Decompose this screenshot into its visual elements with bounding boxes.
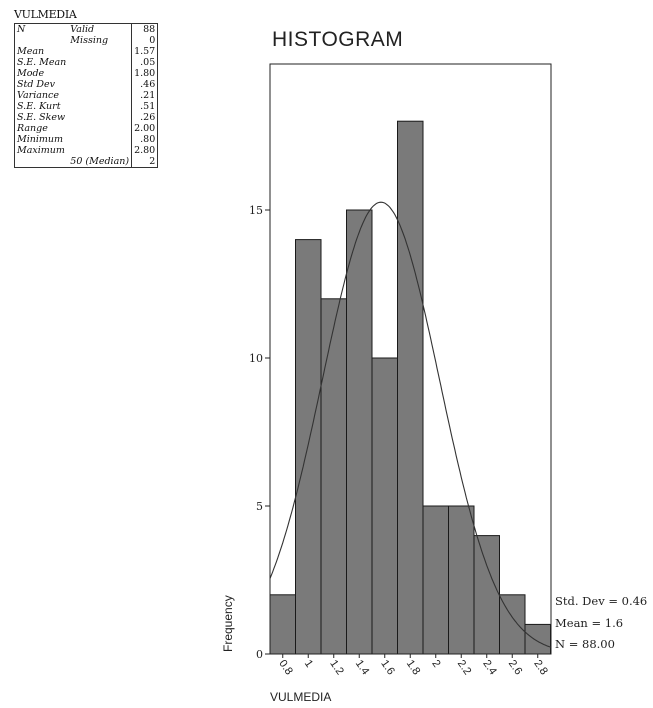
stats-row-label: Range (17, 123, 48, 134)
normal-curve (269, 201, 551, 648)
stats-row-label: Mean (17, 46, 45, 57)
histogram-bar (524, 623, 551, 655)
legend-entry: N = 88.00 (555, 637, 615, 651)
stats-row-value: 2.00 (131, 123, 158, 134)
x-tick-label: 2.2 (455, 658, 474, 677)
stats-row: 50 (Median) 2 (15, 156, 158, 168)
x-axis-ticks: 0.8 1 1.2 1.4 1.6 1.8 2 2.2 2.4 2.6 2.8 (276, 654, 550, 677)
chart-title: HISTOGRAM (272, 28, 404, 51)
x-tick-label: 2.6 (506, 658, 525, 677)
x-tick-label: 1.6 (378, 658, 397, 677)
x-axis-label: VULMEDIA (270, 690, 331, 704)
x-tick-label: 1.2 (327, 658, 346, 677)
stats-row-label: Mode (17, 68, 45, 79)
legend-entry: Std. Dev = 0.46 (555, 594, 647, 608)
stats-row-sublabel: Valid (70, 24, 95, 35)
stats-row-value: .21 (131, 90, 158, 101)
histogram-bar (346, 209, 373, 655)
stats-row-label: Maximum (17, 145, 65, 156)
stats-row: N Valid 88 (15, 23, 158, 35)
stats-row: S.E. Skew .26 (15, 112, 158, 123)
statistics-panel: VULMEDIA N Valid 88 Missing 0 Mean 1.57 S.E. Me… (14, 8, 159, 168)
y-tick-label: 10 (249, 352, 263, 365)
stats-row-label: Std Dev (17, 79, 56, 90)
stats-row-label: N (17, 24, 26, 35)
statistics-title: VULMEDIA (14, 8, 77, 21)
stats-row: Range 2.00 (15, 123, 158, 134)
histogram-bar (371, 357, 398, 655)
stats-row-label: S.E. Mean (17, 57, 67, 68)
stats-row-value: 0 (131, 35, 158, 46)
stats-row-value: 2 (131, 156, 158, 168)
x-tick-label: 0.8 (276, 658, 295, 677)
stats-row: Std Dev .46 (15, 79, 158, 90)
stats-row-value: .26 (131, 112, 158, 123)
stats-row-value: 1.80 (131, 68, 158, 79)
x-tick-label: 1.4 (353, 658, 372, 677)
y-axis-ticks: 0 5 10 15 (249, 204, 270, 661)
stats-row: Maximum 2.80 (15, 145, 158, 156)
stats-row-sublabel: 50 (Median) (70, 156, 130, 167)
stats-row-value: .80 (131, 134, 158, 145)
stats-row-label: Variance (17, 90, 59, 101)
stats-row-value: .05 (131, 57, 158, 68)
stats-row-label: Minimum (17, 134, 64, 145)
y-tick-label: 5 (256, 500, 263, 513)
stats-row-value: .51 (131, 101, 158, 112)
legend-entry: Mean = 1.6 (555, 616, 623, 630)
x-tick-label: 2.8 (531, 658, 550, 677)
bars-group (269, 120, 551, 655)
stats-row-value: 2.80 (131, 145, 158, 156)
y-axis-label: Frequency (221, 595, 235, 652)
stats-row: Minimum .80 (15, 134, 158, 145)
stats-row-label: S.E. Kurt (17, 101, 61, 112)
x-tick-label: 1.8 (404, 658, 423, 677)
histogram-bar (397, 120, 424, 655)
statistics-table: N Valid 88 Missing 0 Mean 1.57 S.E. Mean .05 Mode… (14, 23, 159, 168)
x-tick-label: 2.4 (480, 658, 499, 677)
stats-row: Mode 1.80 (15, 68, 158, 79)
chart-legend: Std. Dev = 0.46 Mean = 1.6 N = 88.00 (555, 594, 647, 651)
x-tick-label: 2 (429, 658, 442, 670)
stats-row: S.E. Mean .05 (15, 57, 158, 68)
stats-row-value: 1.57 (131, 46, 158, 57)
y-tick-label: 15 (249, 204, 263, 217)
stats-row: Mean 1.57 (15, 46, 158, 57)
stats-row-value: 88 (131, 23, 158, 35)
stats-row: S.E. Kurt .51 (15, 101, 158, 112)
stats-row: Missing 0 (15, 35, 158, 46)
stats-row-label: S.E. Skew (17, 112, 66, 123)
histogram-bar (473, 535, 500, 655)
x-tick-label: 1 (302, 658, 315, 670)
stats-row: Variance .21 (15, 90, 158, 101)
histogram-bar (269, 594, 296, 655)
stats-row-sublabel: Missing (70, 35, 109, 46)
histogram-bar (422, 505, 449, 655)
stats-row-value: .46 (131, 79, 158, 90)
histogram-bar (448, 505, 475, 655)
y-tick-label: 0 (256, 648, 263, 661)
histogram-bar (320, 298, 347, 655)
